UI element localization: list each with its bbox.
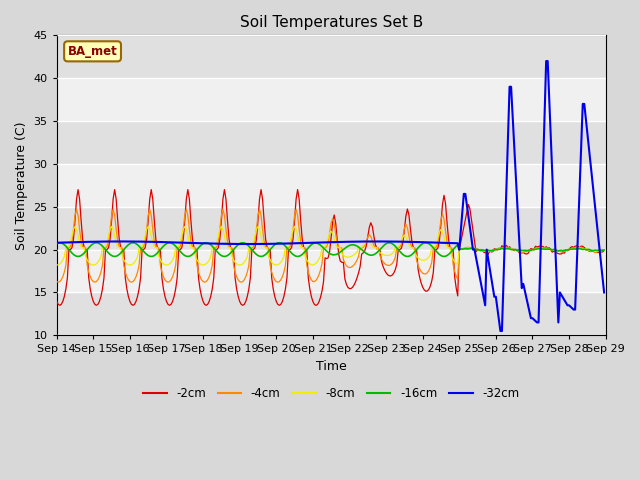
- Y-axis label: Soil Temperature (C): Soil Temperature (C): [15, 121, 28, 250]
- Bar: [57, 292, 605, 336]
- Legend: -2cm, -4cm, -8cm, -16cm, -32cm: -2cm, -4cm, -8cm, -16cm, -32cm: [138, 382, 524, 404]
- Bar: [57, 164, 605, 207]
- Text: BA_met: BA_met: [68, 45, 117, 58]
- Bar: [57, 250, 605, 292]
- Title: Soil Temperatures Set B: Soil Temperatures Set B: [239, 15, 423, 30]
- Bar: [57, 36, 605, 78]
- Bar: [57, 78, 605, 121]
- Bar: [57, 121, 605, 164]
- X-axis label: Time: Time: [316, 360, 346, 373]
- Bar: [57, 207, 605, 250]
